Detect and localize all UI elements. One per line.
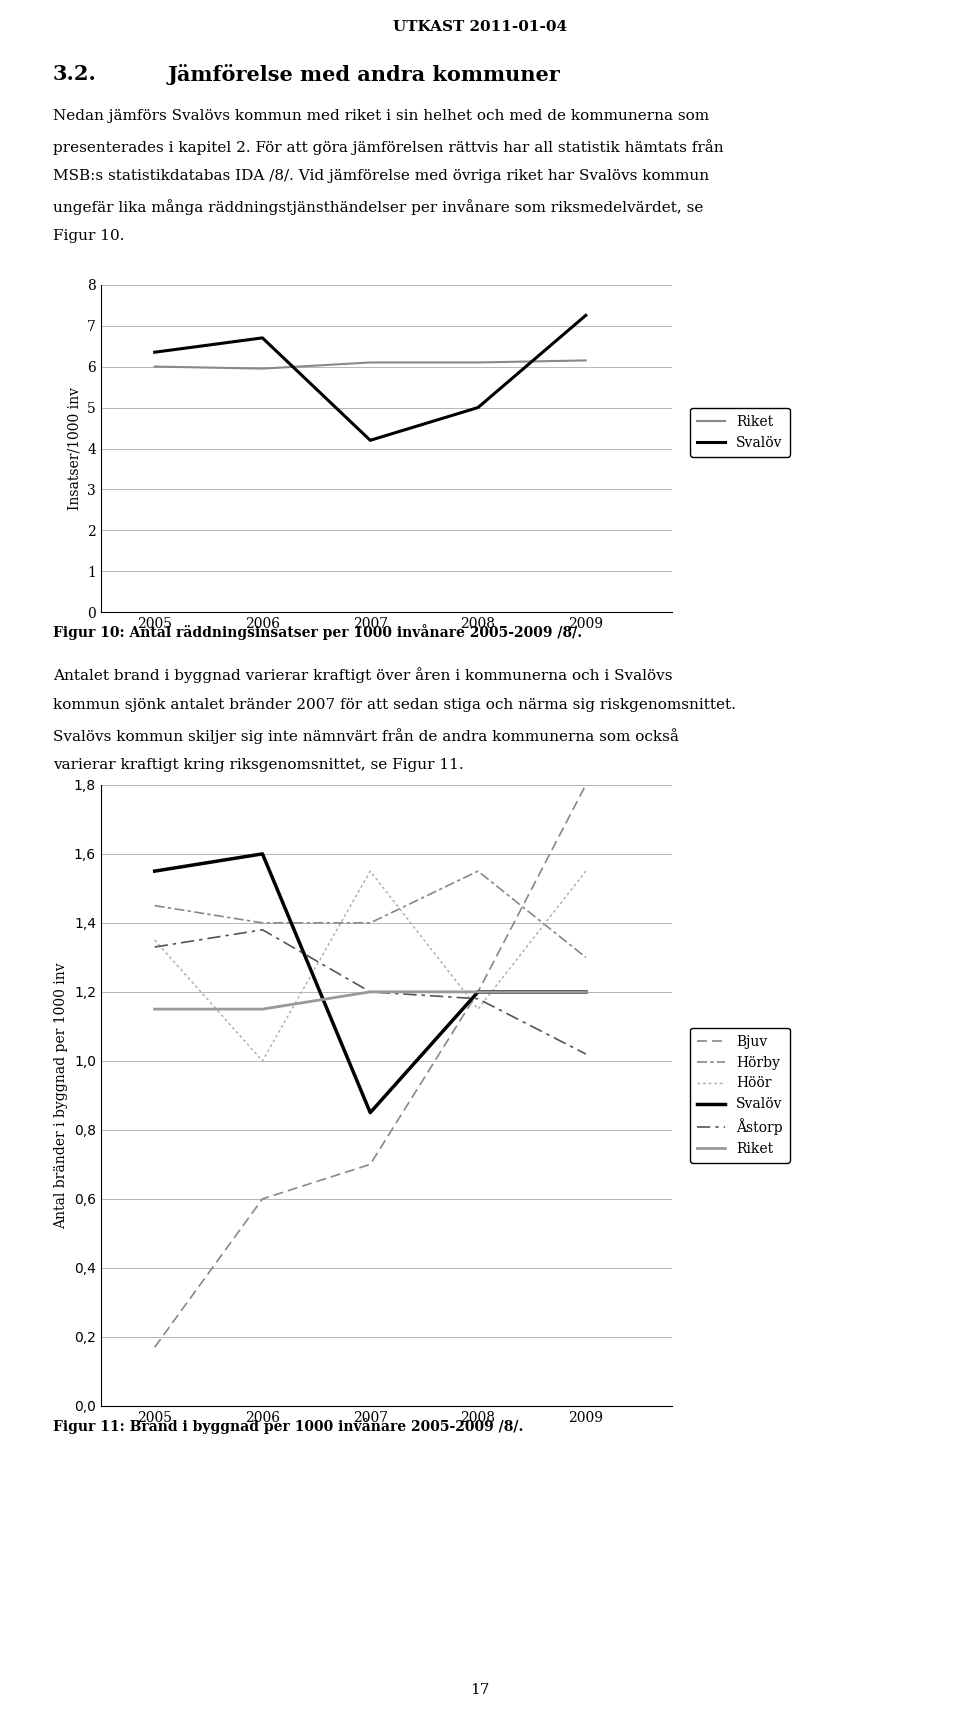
- Riket: [580, 350, 591, 371]
- Text: Antalet brand i byggnad varierar kraftigt över åren i kommunerna och i Svalövs: Antalet brand i byggnad varierar kraftig…: [53, 668, 672, 683]
- Riket: [256, 999, 268, 1019]
- Höör: [256, 1051, 268, 1071]
- Bjuv: [472, 982, 484, 1002]
- Svalöv: [365, 1102, 376, 1123]
- Höör: [365, 861, 376, 881]
- Text: Jämförelse med andra kommuner: Jämförelse med andra kommuner: [168, 64, 561, 85]
- Riket: [149, 999, 160, 1019]
- Riket: [149, 357, 160, 378]
- Höör: [580, 861, 591, 881]
- Riket: [472, 982, 484, 1002]
- Svalöv: [149, 342, 160, 362]
- Text: Nedan jämförs Svalövs kommun med riket i sin helhet och med de kommunerna som: Nedan jämförs Svalövs kommun med riket i…: [53, 109, 708, 122]
- Åstorp: [256, 919, 268, 940]
- Line: Bjuv: Bjuv: [155, 785, 586, 1347]
- Hörby: [149, 895, 160, 916]
- Text: varierar kraftigt kring riksgenomsnittet, se Figur 11.: varierar kraftigt kring riksgenomsnittet…: [53, 759, 464, 773]
- Line: Åstorp: Åstorp: [155, 930, 586, 1054]
- Riket: [472, 352, 484, 373]
- Bjuv: [256, 1189, 268, 1209]
- Svalöv: [472, 982, 484, 1002]
- Riket: [256, 359, 268, 380]
- Text: kommun sjönk antalet bränder 2007 för att sedan stiga och närma sig riskgenomsni: kommun sjönk antalet bränder 2007 för at…: [53, 699, 735, 712]
- Y-axis label: Insatser/1000 inv: Insatser/1000 inv: [67, 386, 82, 511]
- Åstorp: [580, 1044, 591, 1064]
- Line: Svalöv: Svalöv: [155, 854, 586, 1113]
- Svalöv: [472, 397, 484, 417]
- Text: UTKAST 2011-01-04: UTKAST 2011-01-04: [393, 19, 567, 34]
- Hörby: [580, 947, 591, 968]
- Åstorp: [149, 937, 160, 957]
- Riket: [580, 982, 591, 1002]
- Line: Hörby: Hörby: [155, 871, 586, 957]
- Svalöv: [256, 844, 268, 864]
- Svalöv: [580, 982, 591, 1002]
- Svalöv: [256, 328, 268, 348]
- Legend: Bjuv, Hörby, Höör, Svalöv, Åstorp, Riket: Bjuv, Hörby, Höör, Svalöv, Åstorp, Riket: [690, 1028, 790, 1163]
- Hörby: [256, 913, 268, 933]
- Line: Höör: Höör: [155, 871, 586, 1061]
- Bjuv: [149, 1337, 160, 1358]
- Svalöv: [365, 430, 376, 450]
- Text: presenterades i kapitel 2. För att göra jämförelsen rättvis har all statistik hä: presenterades i kapitel 2. För att göra …: [53, 138, 724, 155]
- Line: Svalöv: Svalöv: [155, 316, 586, 440]
- Höör: [149, 930, 160, 950]
- Text: Figur 11: Brand i byggnad per 1000 invånare 2005-2009 /8/.: Figur 11: Brand i byggnad per 1000 invån…: [53, 1418, 523, 1433]
- Svalöv: [149, 861, 160, 881]
- Text: ungefär lika många räddningstjänsthändelser per invånare som riksmedelvärdet, se: ungefär lika många räddningstjänsthändel…: [53, 200, 703, 216]
- Åstorp: [365, 982, 376, 1002]
- Text: MSB:s statistikdatabas IDA /8/. Vid jämförelse med övriga riket har Svalövs komm: MSB:s statistikdatabas IDA /8/. Vid jämf…: [53, 169, 708, 183]
- Hörby: [472, 861, 484, 881]
- Riket: [365, 352, 376, 373]
- Hörby: [365, 913, 376, 933]
- Åstorp: [472, 988, 484, 1009]
- Text: Figur 10.: Figur 10.: [53, 229, 124, 243]
- Text: 3.2.: 3.2.: [53, 64, 97, 85]
- Line: Riket: Riket: [155, 361, 586, 369]
- Höör: [472, 999, 484, 1019]
- Bjuv: [365, 1154, 376, 1175]
- Riket: [365, 982, 376, 1002]
- Text: Svalövs kommun skiljer sig inte nämnvärt från de andra kommunerna som också: Svalövs kommun skiljer sig inte nämnvärt…: [53, 728, 679, 743]
- Svalöv: [580, 305, 591, 326]
- Line: Riket: Riket: [155, 992, 586, 1009]
- Bjuv: [580, 775, 591, 795]
- Legend: Riket, Svalöv: Riket, Svalöv: [690, 407, 790, 457]
- Y-axis label: Antal bränder i byggnad per 1000 inv: Antal bränder i byggnad per 1000 inv: [55, 963, 68, 1228]
- Text: Figur 10: Antal räddningsinsatser per 1000 invånare 2005-2009 /8/.: Figur 10: Antal räddningsinsatser per 10…: [53, 624, 582, 640]
- Text: 17: 17: [470, 1684, 490, 1697]
